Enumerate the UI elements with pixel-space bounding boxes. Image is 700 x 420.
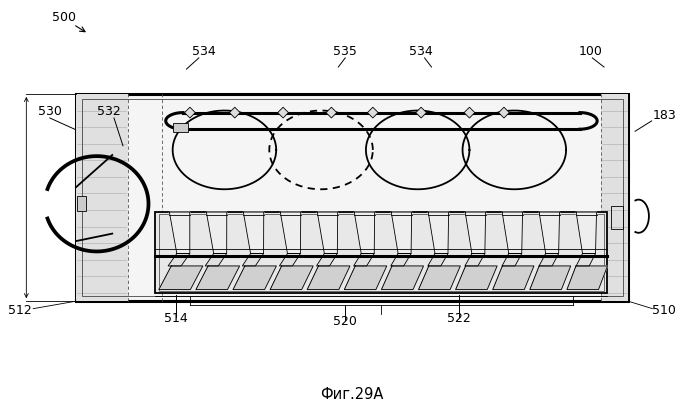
Polygon shape [368, 107, 378, 118]
Bar [76, 94, 128, 301]
Polygon shape [280, 212, 301, 254]
Text: 520: 520 [333, 315, 357, 328]
Polygon shape [196, 266, 239, 289]
Polygon shape [307, 266, 350, 289]
Bar [173, 123, 188, 132]
Polygon shape [539, 254, 559, 266]
Polygon shape [159, 266, 203, 289]
Polygon shape [576, 212, 596, 254]
Bar [155, 212, 608, 293]
Polygon shape [185, 107, 195, 118]
Text: 530: 530 [38, 105, 62, 118]
Bar [78, 196, 85, 211]
Polygon shape [279, 254, 300, 266]
Polygon shape [428, 212, 449, 254]
Bar [81, 99, 623, 296]
Polygon shape [498, 107, 510, 118]
Polygon shape [344, 266, 387, 289]
Text: 522: 522 [447, 312, 471, 325]
Polygon shape [464, 107, 475, 118]
Text: 183: 183 [652, 109, 676, 122]
Bar [611, 206, 624, 228]
Text: 532: 532 [97, 105, 121, 118]
Polygon shape [242, 254, 264, 266]
Text: 535: 535 [333, 45, 357, 58]
Polygon shape [233, 266, 276, 289]
Polygon shape [168, 254, 190, 266]
Polygon shape [428, 254, 448, 266]
Polygon shape [567, 266, 608, 289]
Text: 500: 500 [52, 11, 76, 24]
Polygon shape [278, 107, 288, 118]
Polygon shape [326, 107, 337, 118]
Bar [601, 94, 628, 301]
Bar [76, 94, 628, 301]
Polygon shape [205, 254, 227, 266]
Bar [159, 214, 604, 291]
Text: 510: 510 [652, 304, 676, 317]
Polygon shape [354, 254, 374, 266]
Polygon shape [456, 266, 497, 289]
Polygon shape [493, 266, 534, 289]
Polygon shape [382, 266, 423, 289]
Polygon shape [502, 212, 523, 254]
Polygon shape [317, 212, 337, 254]
Text: 512: 512 [8, 304, 32, 317]
Text: 100: 100 [578, 45, 602, 58]
Polygon shape [316, 254, 337, 266]
Polygon shape [391, 212, 412, 254]
Polygon shape [206, 212, 227, 254]
Text: 514: 514 [164, 312, 188, 325]
Polygon shape [466, 212, 486, 254]
Text: 534: 534 [192, 45, 216, 58]
Polygon shape [419, 266, 461, 289]
Polygon shape [576, 254, 596, 266]
Polygon shape [169, 212, 190, 254]
Polygon shape [539, 212, 559, 254]
Polygon shape [230, 107, 240, 118]
Polygon shape [502, 254, 522, 266]
Text: Фиг.29А: Фиг.29А [321, 387, 384, 402]
Polygon shape [530, 266, 570, 289]
Polygon shape [244, 212, 264, 254]
Polygon shape [354, 212, 374, 254]
Polygon shape [391, 254, 411, 266]
Polygon shape [270, 266, 313, 289]
Polygon shape [465, 254, 485, 266]
Polygon shape [416, 107, 426, 118]
Text: 534: 534 [410, 45, 433, 58]
